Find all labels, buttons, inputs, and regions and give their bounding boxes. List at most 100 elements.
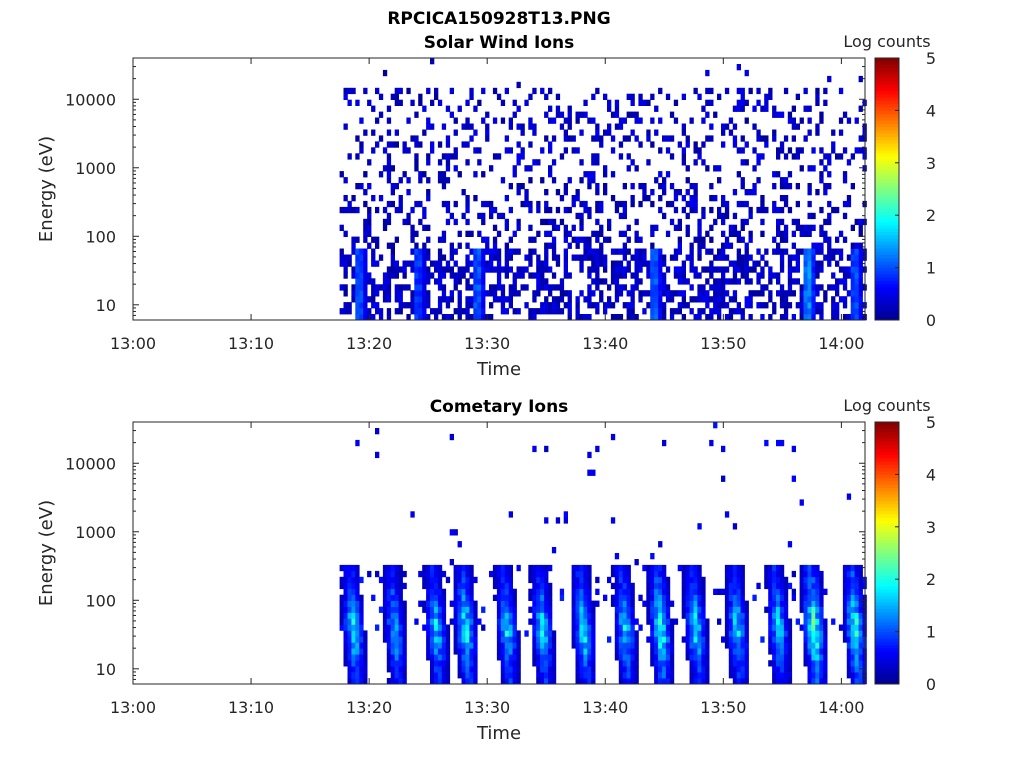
spectrogram-cell — [457, 588, 462, 595]
spectrogram-cell — [500, 672, 506, 679]
spectrogram-cell — [394, 236, 399, 243]
spectrogram-cell — [398, 648, 403, 655]
spectrogram-cell — [583, 588, 588, 595]
spectrogram-cell — [544, 260, 549, 267]
spectrogram-cell — [807, 636, 812, 643]
spectrogram-cell — [658, 618, 663, 625]
spectrogram-cell — [359, 594, 364, 601]
spectrogram-cell — [658, 314, 663, 321]
spectrogram-cell — [846, 612, 852, 619]
colorbar-segment — [875, 559, 899, 564]
spectrogram-cell — [831, 284, 836, 291]
spectrogram-cell — [500, 600, 506, 607]
spectrogram-cell — [779, 290, 785, 297]
spectrogram-cell — [367, 242, 372, 249]
spectrogram-cell — [662, 612, 667, 619]
spectrogram-cell — [658, 594, 663, 601]
spectrogram-cell — [402, 678, 407, 685]
spectrogram-cell — [736, 666, 741, 673]
spectrogram-cell — [430, 123, 435, 130]
spectrogram-cell — [728, 570, 734, 578]
spectrogram-cell — [622, 660, 627, 667]
spectrogram-cell — [618, 153, 624, 160]
spectrogram-cell — [599, 135, 604, 142]
spectrogram-cell — [595, 230, 600, 237]
spectrogram-cell — [779, 672, 785, 679]
spectrogram-cell — [367, 206, 372, 214]
spectrogram-cell — [693, 195, 698, 202]
spectrogram-cell — [630, 636, 635, 643]
spectrogram-cell — [779, 576, 785, 584]
spectrogram-cell — [728, 278, 734, 285]
spectrogram-cell — [638, 254, 643, 261]
spectrogram-cell — [398, 87, 403, 95]
spectrogram-cell — [728, 630, 734, 637]
colorbar-segment — [875, 283, 899, 288]
spectrogram-cell — [614, 266, 620, 273]
spectrogram-cell — [654, 672, 659, 679]
spectrogram-cell — [500, 660, 506, 667]
spectrogram-cell — [732, 582, 738, 590]
spectrogram-cell — [736, 648, 741, 655]
spectrogram-cell — [363, 642, 368, 649]
spectrogram-cell — [772, 105, 777, 112]
spectrogram-cell — [548, 87, 553, 95]
spectrogram-cell — [799, 499, 804, 506]
spectrogram-cell — [430, 141, 435, 148]
colorbar-segment — [875, 202, 899, 206]
spectrogram-cell — [587, 284, 592, 291]
spectrogram-cell — [465, 254, 470, 261]
spectrogram-cell — [426, 248, 431, 255]
spectrogram-cell — [760, 218, 765, 226]
spectrogram-cell — [516, 660, 521, 667]
spectrogram-cell — [760, 135, 765, 142]
spectrogram-cell — [807, 183, 812, 190]
spectrogram-cell — [449, 266, 454, 273]
spectrogram-cell — [422, 606, 427, 613]
spectrogram-cell — [595, 183, 600, 190]
spectrogram-cell — [481, 200, 486, 208]
spectrogram-cell — [453, 642, 458, 649]
colorbar-label: Log counts — [843, 396, 930, 415]
spectrogram-cell — [693, 296, 698, 303]
spectrogram-cell — [496, 624, 502, 631]
spectrogram-cell — [508, 266, 513, 273]
spectrogram-cell — [854, 642, 859, 649]
spectrogram-cell — [728, 224, 734, 231]
spectrogram-cell — [854, 248, 859, 255]
spectrogram-cell — [610, 564, 616, 572]
spectrogram-cell — [654, 314, 659, 321]
spectrogram-cell — [398, 588, 403, 595]
spectrogram-cell — [858, 654, 863, 661]
spectrogram-cell — [414, 159, 419, 166]
spectrogram-cell — [618, 314, 624, 321]
spectrogram-cell — [779, 206, 785, 214]
colorbar-segment — [875, 536, 899, 541]
spectrogram-cell — [807, 600, 812, 607]
spectrogram-cell — [744, 242, 749, 249]
spectrogram-cell — [351, 236, 356, 243]
spectrogram-cell — [591, 612, 596, 619]
spectrogram-cell — [614, 272, 620, 279]
spectrogram-cell — [610, 517, 616, 524]
spectrogram-cell — [398, 624, 403, 631]
spectrogram-cell — [614, 612, 620, 619]
spectrogram-cell — [481, 296, 486, 303]
spectrogram-cell — [347, 600, 352, 607]
colorbar-segment — [875, 77, 899, 82]
spectrogram-cell — [740, 147, 745, 154]
spectrogram-cell — [724, 588, 730, 595]
spectrogram-cell — [736, 308, 741, 315]
spectrogram-cell — [662, 660, 667, 667]
spectrogram-cell — [791, 588, 796, 595]
spectrogram-cell — [355, 135, 360, 142]
spectrogram-cell — [500, 654, 506, 661]
spectrogram-cell — [508, 302, 513, 309]
spectrogram-cell — [693, 654, 698, 661]
spectrogram-cell — [689, 242, 694, 249]
spectrogram-cell — [355, 99, 360, 106]
spectrogram-cell — [768, 576, 773, 584]
spectrogram-cell — [339, 248, 344, 255]
spectrogram-cell — [614, 582, 620, 590]
